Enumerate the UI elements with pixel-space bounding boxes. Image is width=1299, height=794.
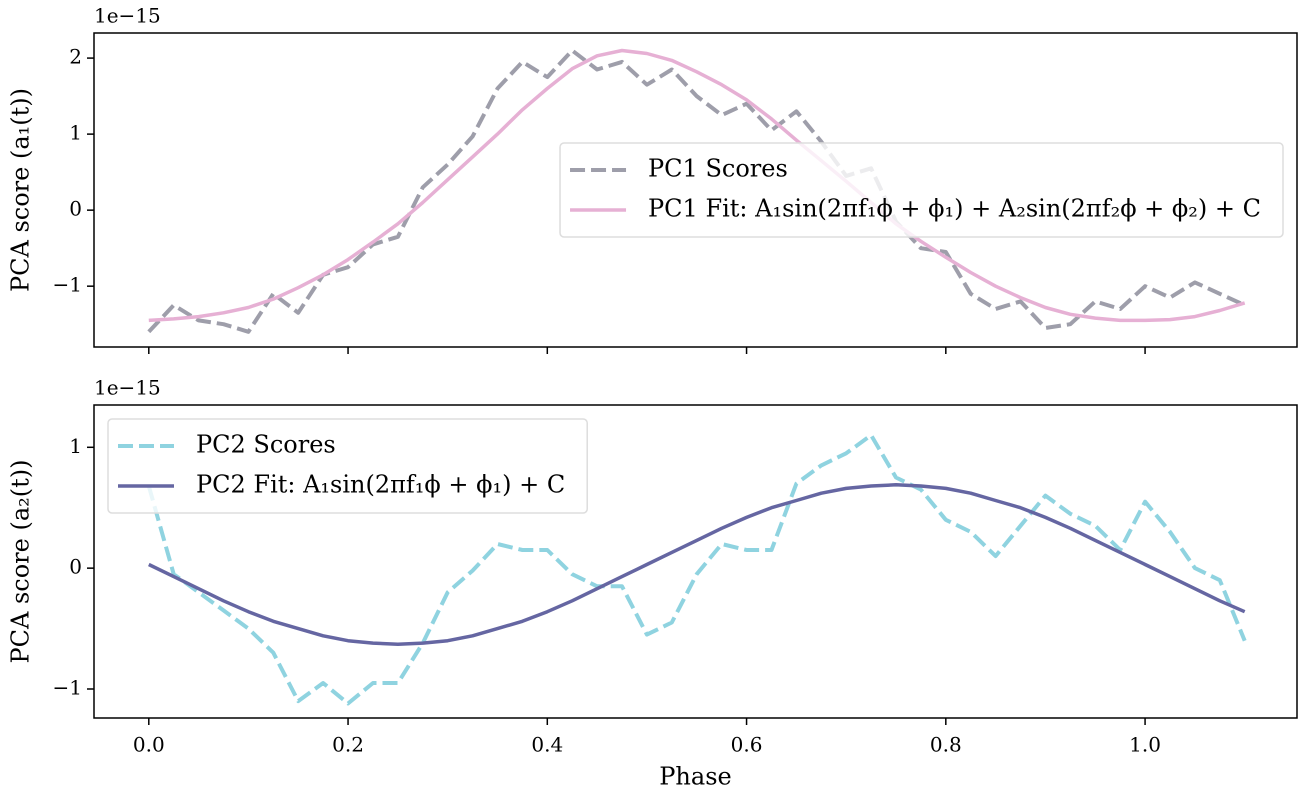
legend-label: PC1 Fit: A₁sin(2πf₁ϕ + ϕ₁) + A₂sin(2πf₂ϕ…: [648, 195, 1261, 223]
legend-label: PC1 Scores: [648, 155, 788, 183]
legend-box: [107, 418, 588, 514]
y-axis-label: PCA score (a₂(t)): [7, 459, 35, 663]
y-tick-label: −1: [53, 273, 82, 297]
legend: PC1 Scores PC1 Fit: A₁sin(2πf₁ϕ + ϕ₁) + A…: [559, 142, 1284, 238]
y-tick-label: 2: [69, 45, 82, 69]
legend-box: [559, 142, 1284, 238]
x-tick-label: 0.8: [930, 733, 962, 757]
y-tick-label: −1: [53, 675, 82, 699]
y-tick-label: 1: [69, 434, 82, 458]
plot-frame: [93, 404, 1298, 719]
offset-label: 1e−15: [94, 4, 161, 28]
score-line: [146, 433, 1247, 706]
legend: PC2 Scores PC2 Fit: A₁sin(2πf₁ϕ + ϕ₁) + C: [107, 418, 588, 514]
fit-line: [148, 483, 1246, 647]
offset-label: 1e−15: [94, 376, 161, 400]
y-tick-label: 0: [69, 555, 82, 579]
score-line: [147, 48, 1246, 334]
x-axis-label: Phase: [659, 763, 731, 791]
x-tick-label: 1.0: [1129, 733, 1161, 757]
x-tick-label: 0.6: [731, 733, 763, 757]
plot-frame: [93, 32, 1298, 348]
legend-label: PC2 Scores: [196, 431, 336, 459]
y-tick-label: 0: [69, 197, 82, 221]
x-tick-label: 0.0: [133, 733, 165, 757]
fit-line: [148, 48, 1246, 323]
y-tick-label: 1: [69, 121, 82, 145]
x-tick-label: 0.2: [332, 733, 364, 757]
x-tick-label: 0.4: [531, 733, 563, 757]
y-axis-label: PCA score (a₁(t)): [7, 88, 35, 292]
legend-label: PC2 Fit: A₁sin(2πf₁ϕ + ϕ₁) + C: [196, 471, 565, 499]
